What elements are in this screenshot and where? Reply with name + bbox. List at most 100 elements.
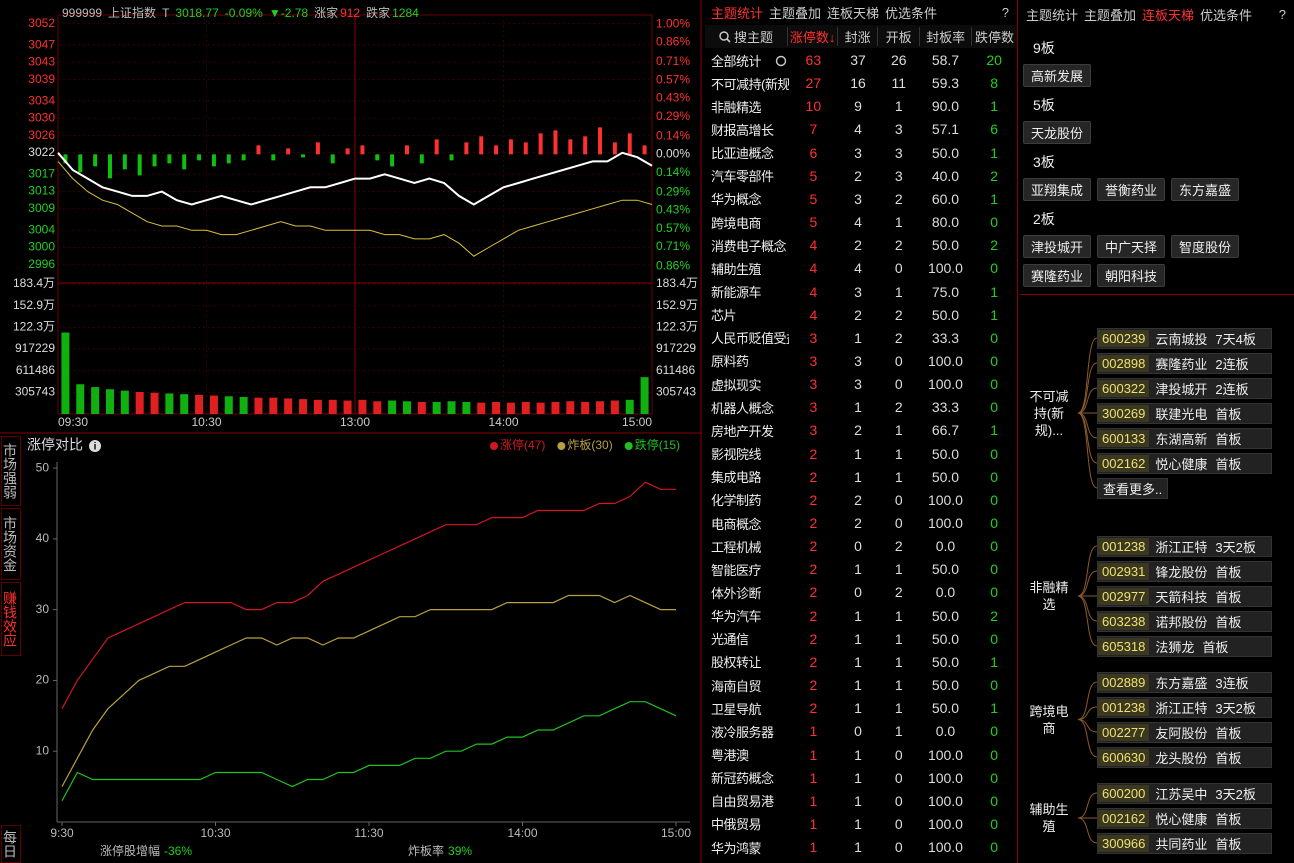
group-label[interactable]: 辅助生殖 — [1029, 802, 1069, 834]
table-row[interactable]: 虚拟现实 3 3 0 100.0 0 — [705, 373, 1017, 396]
side-tab[interactable]: 市场强弱 — [1, 436, 21, 506]
column-header[interactable]: 跌停数 — [971, 27, 1017, 46]
stock-button[interactable]: 津投城开 — [1023, 235, 1092, 258]
table-row[interactable]: 华为鸿蒙 1 1 0 100.0 0 — [705, 836, 1017, 859]
side-tab[interactable]: 市场资金 — [1, 508, 21, 580]
table-row[interactable]: 华为概念 5 3 2 60.0 1 — [705, 187, 1017, 210]
table-row[interactable]: 财报高增长 7 4 3 57.1 6 — [705, 118, 1017, 141]
table-row[interactable]: 集成电路 2 1 1 50.0 0 — [705, 465, 1017, 488]
theme-name: 影视院线 — [711, 447, 762, 463]
volume-bar — [506, 402, 515, 414]
table-row[interactable]: 辅助生殖 4 4 0 100.0 0 — [705, 257, 1017, 280]
stock-item[interactable]: 002931 锋龙股份 首板 — [1097, 561, 1272, 582]
table-row[interactable]: 消费电子概念 4 2 2 50.0 2 — [705, 234, 1017, 257]
table-row[interactable]: 人民币贬值受益 3 1 2 33.3 0 — [705, 326, 1017, 349]
table-row[interactable]: 新能源车 4 3 1 75.0 1 — [705, 280, 1017, 303]
tab[interactable]: ? — [1001, 5, 1009, 20]
table-row[interactable]: 工程机械 2 0 2 0.0 0 — [705, 535, 1017, 558]
stock-item[interactable]: 002162 悦心健康 首板 — [1097, 453, 1272, 474]
group-label[interactable]: 不可减持(新规)... — [1029, 388, 1069, 438]
table-row[interactable]: 粤港澳 1 1 0 100.0 0 — [705, 743, 1017, 766]
table-row[interactable]: 股权转让 2 1 1 50.0 1 — [705, 650, 1017, 673]
tab[interactable]: 主题叠加 — [1084, 7, 1137, 23]
table-row[interactable]: 华为汽车 2 1 1 50.0 2 — [705, 604, 1017, 627]
stock-button[interactable]: 誉衡药业 — [1097, 178, 1166, 201]
table-row[interactable]: 海南自贸 2 1 1 50.0 0 — [705, 674, 1017, 697]
stock-code: 605318 — [1098, 638, 1150, 655]
cell-value: 0 — [894, 491, 903, 508]
stock-item[interactable]: 002889 东方嘉盛 3连板 — [1097, 672, 1272, 693]
stock-button[interactable]: 天龙股份 — [1023, 121, 1092, 144]
table-row[interactable]: 中俄贸易 1 1 0 100.0 0 — [705, 812, 1017, 835]
stock-item[interactable]: 001238 浙江正特 3天2板 — [1097, 697, 1272, 718]
tab[interactable]: 主题统计 — [711, 6, 764, 21]
column-header[interactable]: 封涨 — [837, 27, 877, 46]
table-row[interactable]: 比亚迪概念 6 3 3 50.0 1 — [705, 141, 1017, 164]
table-row[interactable]: 房地产开发 3 2 1 66.7 1 — [705, 419, 1017, 442]
column-header[interactable]: 搜主题 — [705, 27, 787, 46]
stock-button[interactable]: 亚翔集成 — [1023, 178, 1092, 201]
table-row[interactable]: 影视院线 2 1 1 50.0 0 — [705, 442, 1017, 465]
stock-item[interactable]: 001238 浙江正特 3天2板 — [1097, 536, 1272, 557]
side-tab[interactable]: 赚钱效应 — [1, 582, 21, 656]
refresh-icon[interactable] — [775, 55, 787, 67]
stock-item[interactable]: 300269 联建光电 首板 — [1097, 403, 1272, 424]
stock-item[interactable]: 600630 龙头股份 首板 — [1097, 747, 1272, 768]
stock-item[interactable]: 002977 天箭科技 首板 — [1097, 586, 1272, 607]
table-row[interactable]: 跨境电商 5 4 1 80.0 0 — [705, 211, 1017, 234]
table-row[interactable]: 非融精选 10 9 1 90.0 1 — [705, 95, 1017, 118]
group-label[interactable]: 非融精选 — [1029, 580, 1069, 612]
stock-item[interactable]: 603238 诺邦股份 首板 — [1097, 611, 1272, 632]
column-header[interactable]: 封板率 — [919, 27, 971, 46]
stock-item[interactable]: 600322 津投城开 2连板 — [1097, 378, 1272, 399]
stock-tag: 2连板 — [1215, 382, 1249, 397]
stock-item[interactable]: 600239 云南城投 7天4板 — [1097, 328, 1272, 349]
more-link[interactable]: 查看更多.. — [1097, 478, 1169, 499]
table-row[interactable]: 自由贸易港 1 1 0 100.0 0 — [705, 789, 1017, 812]
tab[interactable]: ? — [1278, 6, 1286, 22]
group-label[interactable]: 跨境电商 — [1029, 703, 1069, 736]
table-row[interactable]: 全部统计 63 37 26 58.7 20 — [705, 49, 1017, 72]
stock-item[interactable]: 002277 友阿股份 首板 — [1097, 722, 1272, 743]
table-row[interactable]: 智能医疗 2 1 1 50.0 0 — [705, 558, 1017, 581]
table-row[interactable]: 原料药 3 3 0 100.0 0 — [705, 349, 1017, 372]
info-icon[interactable] — [89, 440, 101, 452]
table-row[interactable]: 体外诊断 2 0 2 0.0 0 — [705, 581, 1017, 604]
stock-button[interactable]: 朝阳科技 — [1097, 264, 1166, 287]
table-row[interactable]: 机器人概念 3 1 2 33.3 0 — [705, 396, 1017, 419]
stock-item[interactable]: 002898 赛隆药业 2连板 — [1097, 353, 1272, 374]
info-icon-glyph: i — [94, 442, 97, 453]
table-row[interactable]: 汽车零部件 5 2 3 40.0 2 — [705, 164, 1017, 187]
tab[interactable]: 优选条件 — [1200, 7, 1253, 23]
tab[interactable]: 连板天梯 — [827, 6, 880, 21]
table-row[interactable]: 芯片 4 2 2 50.0 1 — [705, 303, 1017, 326]
tab[interactable]: 主题统计 — [1026, 7, 1079, 23]
stock-item[interactable]: 605318 法狮龙 首板 — [1097, 636, 1272, 657]
tab[interactable]: 优选条件 — [885, 6, 938, 21]
stock-item[interactable]: 600200 江苏吴中 3天2板 — [1097, 783, 1272, 804]
stock-button[interactable]: 高新发展 — [1023, 64, 1092, 87]
stock-button[interactable]: 智度股份 — [1171, 235, 1240, 258]
stock-button[interactable]: 东方嘉盛 — [1171, 178, 1240, 201]
side-tab[interactable]: 每日 — [1, 825, 21, 863]
cell-value: 2 — [809, 468, 818, 485]
stock-button[interactable]: 赛隆药业 — [1023, 264, 1092, 287]
tab[interactable]: 连板天梯 — [1142, 7, 1195, 23]
stock-item[interactable]: 600133 东湖高新 首板 — [1097, 428, 1272, 449]
cell-value: 0 — [894, 260, 903, 277]
tab[interactable]: 主题叠加 — [769, 6, 822, 21]
stock-item[interactable]: 002162 悦心健康 首板 — [1097, 808, 1272, 829]
column-header[interactable]: 开板 — [877, 27, 919, 46]
table-row[interactable]: 化学制药 2 2 0 100.0 0 — [705, 488, 1017, 511]
table-row[interactable]: 不可减持(新规) 27 16 11 59.3 8 — [705, 72, 1017, 95]
column-header[interactable]: 涨停数↓ — [787, 27, 837, 46]
table-row[interactable]: 卫星导航 2 1 1 50.0 1 — [705, 697, 1017, 720]
table-row[interactable]: 光通信 2 1 1 50.0 0 — [705, 627, 1017, 650]
search-icon[interactable] — [719, 31, 731, 43]
stock-item[interactable]: 300966 共同药业 首板 — [1097, 833, 1272, 854]
stock-button[interactable]: 中广天择 — [1097, 235, 1166, 258]
table-row[interactable]: 液冷服务器 1 0 1 0.0 0 — [705, 720, 1017, 743]
table-row[interactable]: 新冠药概念 1 1 0 100.0 0 — [705, 766, 1017, 789]
table-row[interactable]: 电商概念 2 2 0 100.0 0 — [705, 512, 1017, 535]
